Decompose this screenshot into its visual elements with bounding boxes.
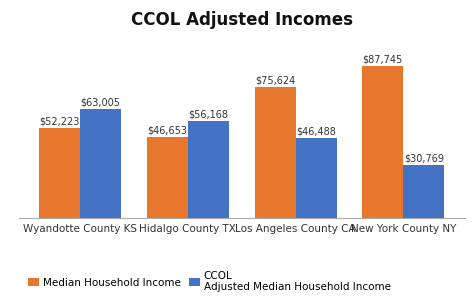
Title: CCOL Adjusted Incomes: CCOL Adjusted Incomes bbox=[131, 11, 353, 29]
Bar bbox=[39, 128, 80, 218]
Bar bbox=[147, 137, 188, 218]
Text: $52,223: $52,223 bbox=[39, 116, 80, 126]
Text: $46,653: $46,653 bbox=[147, 126, 187, 136]
Text: $46,488: $46,488 bbox=[296, 126, 336, 136]
Text: $30,769: $30,769 bbox=[404, 153, 444, 163]
Text: $75,624: $75,624 bbox=[255, 76, 295, 86]
Bar bbox=[255, 87, 296, 218]
Bar bbox=[296, 138, 337, 218]
Bar bbox=[188, 121, 229, 218]
Bar bbox=[80, 109, 121, 218]
Legend: Median Household Income, CCOL
Adjusted Median Household Income: Median Household Income, CCOL Adjusted M… bbox=[24, 267, 395, 297]
Text: $56,168: $56,168 bbox=[188, 109, 228, 119]
Bar bbox=[403, 165, 444, 218]
Text: $87,745: $87,745 bbox=[363, 55, 403, 65]
Bar bbox=[363, 66, 403, 218]
Text: $63,005: $63,005 bbox=[81, 98, 120, 108]
